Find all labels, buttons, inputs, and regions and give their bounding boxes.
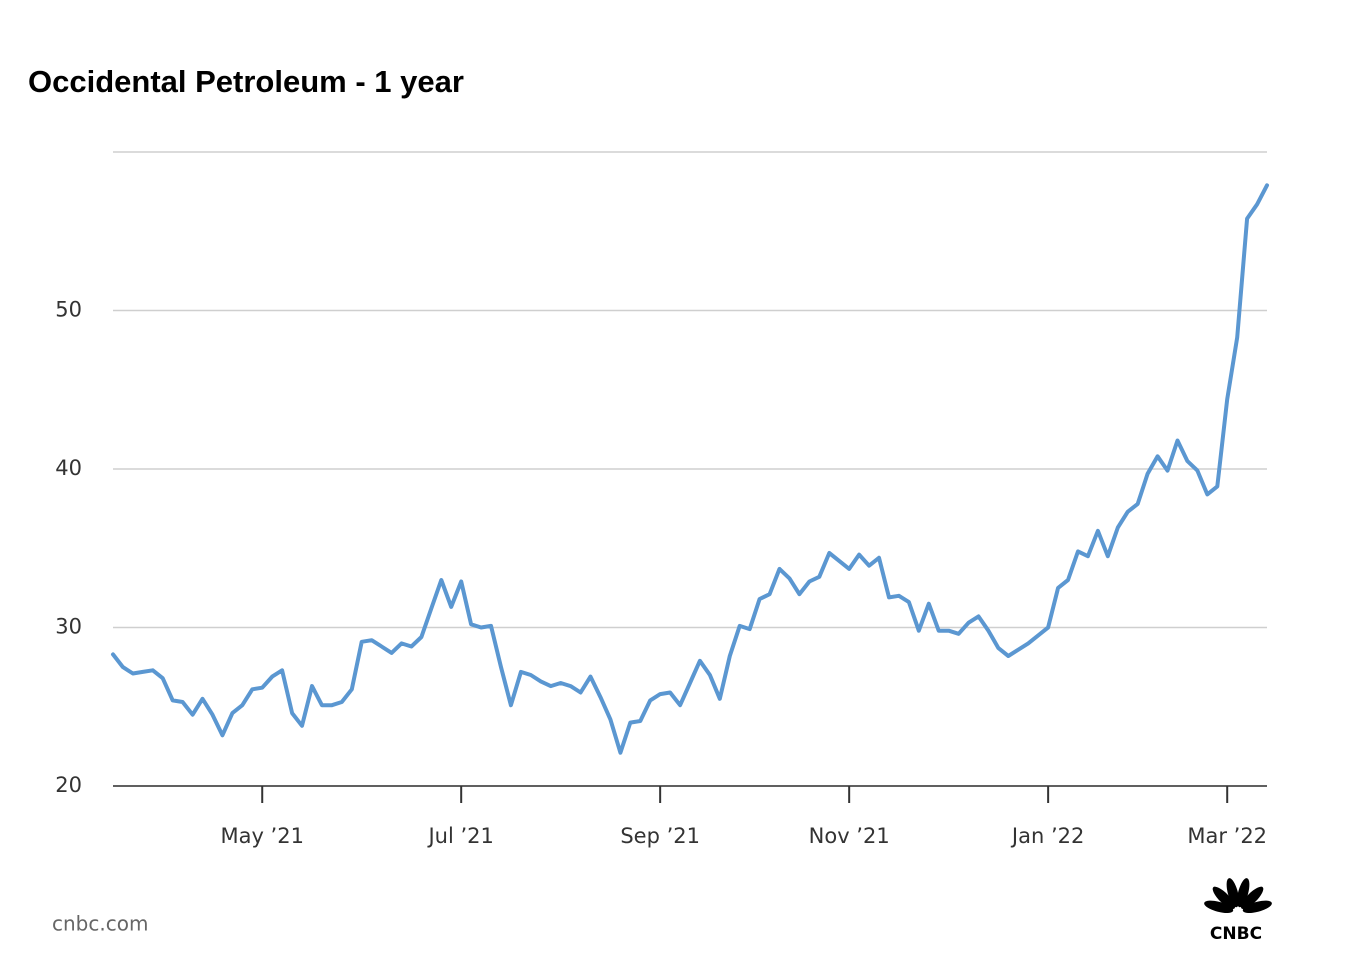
x-tick-label: Mar ’22	[1187, 824, 1267, 848]
source: cnbc.com	[52, 912, 148, 936]
logo: CNBC	[1204, 878, 1272, 944]
x-tick-label: Sep ’21	[620, 824, 700, 848]
y-tick-label: 30	[55, 615, 82, 639]
chart-title: Occidental Petroleum - 1 year	[28, 64, 464, 99]
logo-text: CNBC	[1210, 924, 1262, 944]
x-tick-label: Jul ’21	[426, 824, 493, 848]
y-tick-label: 40	[55, 456, 82, 480]
price-line	[111, 183, 1269, 755]
y-tick-label: 50	[55, 298, 82, 322]
y-tick-label: 20	[55, 773, 82, 797]
x-tick-label: Jan ’22	[1010, 824, 1084, 848]
x-tick-label: May ’21	[220, 824, 304, 848]
x-tick-label: Nov ’21	[809, 824, 890, 848]
